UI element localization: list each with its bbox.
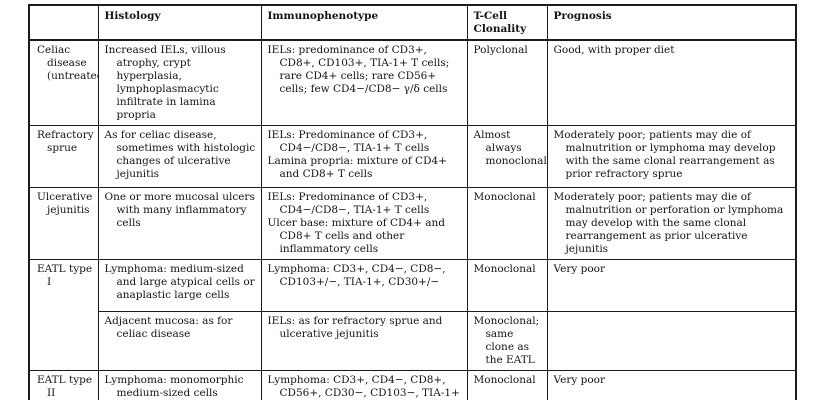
cell-paragraph: As for celiac disease, sometimes with hi…: [104, 129, 256, 180]
cell-paragraph: IELs: predominance of CD3+, CD8+, CD103+…: [267, 44, 450, 95]
cell-immunophenotype: Lymphoma: CD3+, CD4−, CD8−, CD103+/−, TI…: [260, 259, 468, 312]
cell-row-label: EATL type II: [28, 370, 99, 400]
cell-paragraph: Adjacent mucosa: as for celiac disease: [104, 315, 233, 340]
cell-clonality: Monoclonal: [466, 259, 548, 312]
row-label-text: Refractory sprue: [37, 129, 94, 154]
cell-clonality: Monoclonal: [466, 370, 548, 400]
header-row-label: [28, 4, 99, 41]
cell-paragraph: Very poor: [553, 263, 606, 275]
row-eatl-type-2-lymphoma: EATL type II Lymphoma: monomorphic mediu…: [28, 370, 797, 400]
cell-immunophenotype: IELs: predominance of CD3+, CD8+, CD103+…: [260, 39, 468, 126]
header-histology: Histology: [97, 4, 262, 41]
cell-paragraph: Almost always monoclonal: [473, 129, 547, 167]
cell-paragraph: IELs: Predominance of CD3+, CD4−/CD8−, T…: [267, 191, 430, 216]
cell-paragraph: Monoclonal: [473, 374, 536, 386]
row-label-text: Celiac disease (untreated): [37, 44, 97, 82]
cell-row-label: Refractory sprue: [28, 125, 99, 188]
header-immunophenotype: Immunophenotype: [260, 4, 468, 41]
cell-clonality: Polyclonal: [466, 39, 548, 126]
cell-paragraph: Monoclonal; same clone as the EATL: [473, 315, 540, 366]
cell-paragraph: Moderately poor; patients may die of mal…: [553, 191, 784, 255]
cell-paragraph: Increased IELs, villous atrophy, crypt h…: [104, 44, 226, 121]
cell-prognosis: [546, 311, 797, 371]
cell-paragraph: Lymphoma: CD3+, CD4−, CD8−, CD103+/−, TI…: [267, 263, 446, 288]
cell-histology: Lymphoma: medium-sized and large atypica…: [97, 259, 262, 312]
cell-immunophenotype: IELs: Predominance of CD3+, CD4−/CD8−, T…: [260, 187, 468, 260]
row-celiac-disease: Celiac disease (untreated) Increased IEL…: [28, 39, 797, 126]
cell-paragraph: IELs: Predominance of CD3+, CD4−/CD8−, T…: [267, 129, 430, 154]
cell-histology: One or more mucosal ulcers with many inf…: [97, 187, 262, 260]
cell-paragraph: Monoclonal: [473, 263, 536, 275]
cell-row-label: Ulcerative jejunitis: [28, 187, 99, 260]
cell-histology: Lymphoma: monomorphic medium-sized cells: [97, 370, 262, 400]
cell-paragraph: Moderately poor; patients may die of mal…: [553, 129, 776, 180]
cell-paragraph: Good, with proper diet: [553, 44, 675, 56]
cell-paragraph: IELs: as for refractory sprue and ulcera…: [267, 315, 443, 340]
cell-paragraph: Monoclonal: [473, 191, 536, 203]
cell-row-label: Celiac disease (untreated): [28, 39, 99, 126]
header-prognosis: Prognosis: [546, 4, 797, 41]
row-refractory-sprue: Refractory sprue As for celiac disease, …: [28, 125, 797, 188]
cell-prognosis: Moderately poor; patients may die of mal…: [546, 125, 797, 188]
cell-clonality: Monoclonal; same clone as the EATL: [466, 311, 548, 371]
cell-prognosis: Good, with proper diet: [546, 39, 797, 126]
cell-prognosis: Very poor: [546, 259, 797, 312]
cell-paragraph: Lymphoma: monomorphic medium-sized cells: [104, 374, 244, 399]
cell-histology: Adjacent mucosa: as for celiac disease: [97, 311, 262, 371]
celiac-disease-spectrum-table: Histology Immunophenotype T-Cell Clonali…: [28, 4, 797, 400]
cell-clonality: Monoclonal: [466, 187, 548, 260]
cell-row-label: EATL type I: [28, 259, 99, 371]
cell-prognosis: Very poor: [546, 370, 797, 400]
header-t-cell-clonality: T-Cell Clonality: [466, 4, 548, 41]
row-label-text: EATL type II: [37, 374, 93, 399]
cell-clonality: Almost always monoclonal: [466, 125, 548, 188]
cell-paragraph: Ulcer base: mixture of CD4+ and CD8+ T c…: [267, 217, 445, 255]
row-eatl-type-1-adjacent-mucosa: Adjacent mucosa: as for celiac disease I…: [29, 311, 797, 371]
cell-paragraph: Very poor: [553, 374, 606, 386]
cell-paragraph: Lymphoma: medium-sized and large atypica…: [104, 263, 255, 301]
row-label-text: EATL type I: [37, 263, 93, 288]
row-eatl-type-1-lymphoma: EATL type I Lymphoma: medium-sized and l…: [28, 259, 797, 371]
row-label-text: Ulcerative jejunitis: [37, 191, 93, 216]
cell-immunophenotype: Lymphoma: CD3+, CD4−, CD8+, CD56+, CD30−…: [260, 370, 468, 400]
cell-immunophenotype: IELs: Predominance of CD3+, CD4−/CD8−, T…: [260, 125, 468, 188]
cell-histology: Increased IELs, villous atrophy, crypt h…: [97, 39, 262, 126]
cell-paragraph: Polyclonal: [473, 44, 528, 56]
cell-histology: As for celiac disease, sometimes with hi…: [97, 125, 262, 188]
cell-paragraph: Lamina propria: mixture of CD4+ and CD8+…: [267, 155, 447, 180]
row-ulcerative-jejunitis: Ulcerative jejunitis One or more mucosal…: [28, 187, 797, 260]
cell-immunophenotype: IELs: as for refractory sprue and ulcera…: [260, 311, 468, 371]
header-row: Histology Immunophenotype T-Cell Clonali…: [28, 4, 797, 41]
cell-paragraph: One or more mucosal ulcers with many inf…: [104, 191, 255, 229]
cell-paragraph: Lymphoma: CD3+, CD4−, CD8+, CD56+, CD30−…: [267, 374, 460, 399]
cell-prognosis: Moderately poor; patients may die of mal…: [546, 187, 797, 260]
